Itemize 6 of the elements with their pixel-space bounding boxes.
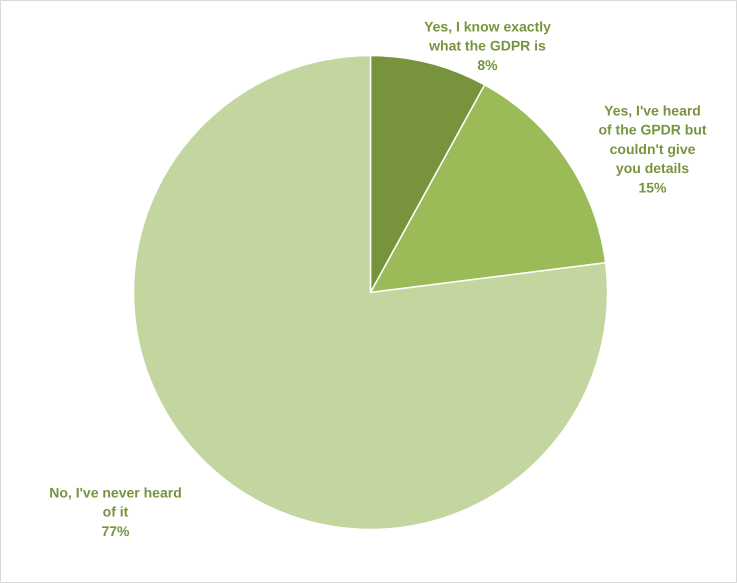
data-label: 15% — [638, 179, 668, 196]
data-label: 8% — [477, 56, 498, 73]
data-label: 77% — [101, 522, 130, 539]
slice-label: Yes, I've heard of the GPDR but couldn't give you details — [598, 102, 707, 176]
slice-label: No, I've never heard of it — [49, 484, 182, 520]
slice-label: Yes, I know exactly what the GDPR is — [424, 18, 552, 54]
